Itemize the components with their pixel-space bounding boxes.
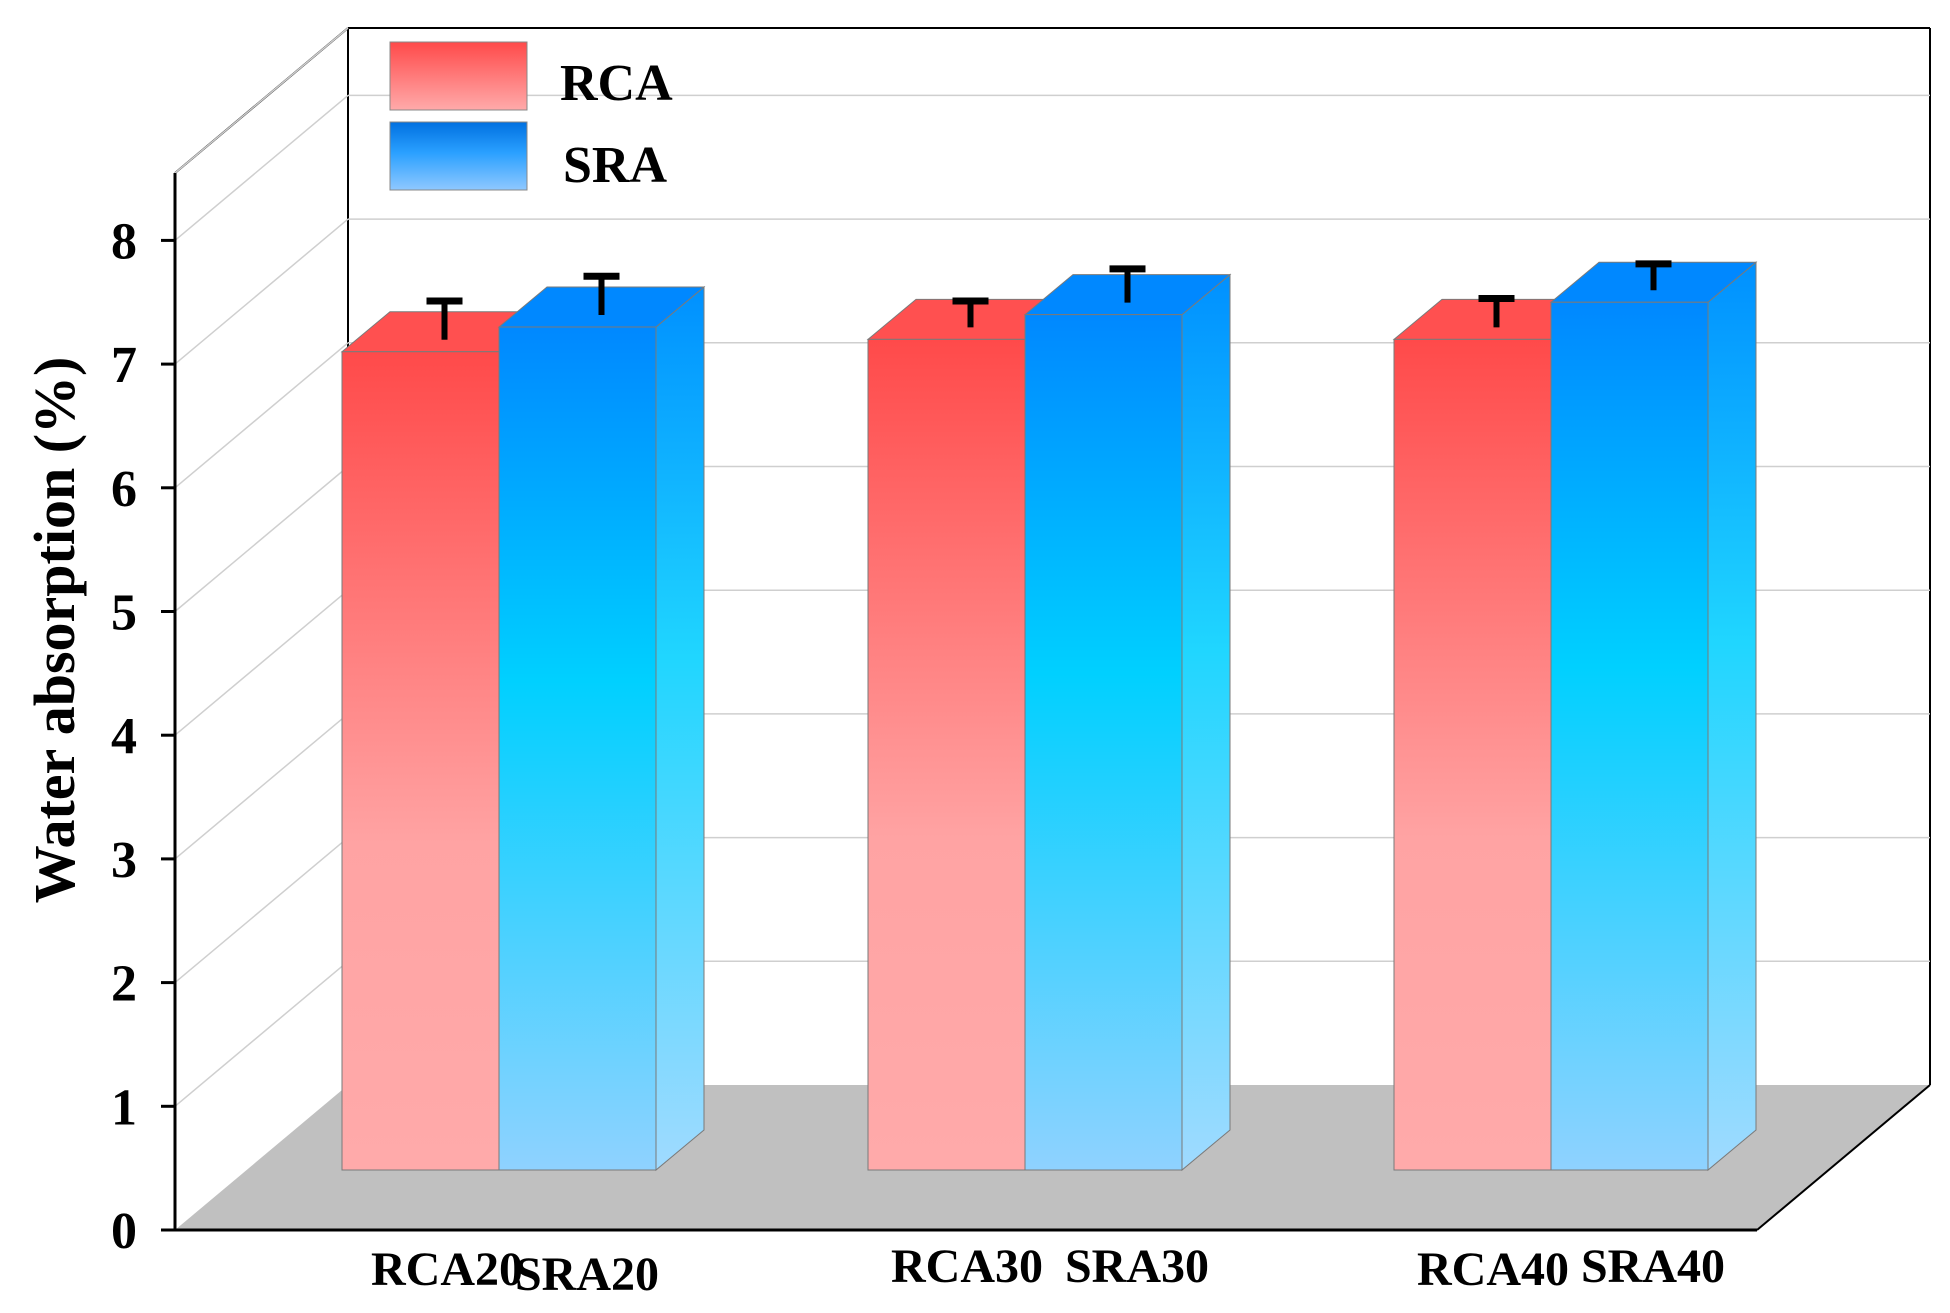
- floor-right-edge: [1756, 1084, 1931, 1231]
- x-label-sra30: SRA30: [1065, 1240, 1209, 1293]
- bar-side-sra20: [655, 285, 705, 1172]
- y-tick-label: 4: [111, 708, 137, 765]
- bar-side-sra30: [1181, 273, 1231, 1172]
- legend-label-rca: RCA: [560, 55, 673, 112]
- grid-line-side: [174, 589, 349, 736]
- bar-sra40: [1550, 301, 1709, 1171]
- bars: [340, 260, 1758, 1172]
- y-tick-label: 3: [111, 832, 137, 889]
- y-tick-label: 5: [111, 585, 137, 642]
- grid-line-side: [174, 218, 349, 365]
- bar-rca40: [1393, 338, 1552, 1171]
- y-tick-label: 7: [111, 337, 137, 394]
- legend-swatch-sra: [389, 121, 528, 191]
- x-label-rca40: RCA40: [1417, 1243, 1569, 1296]
- y-tick-label: 2: [111, 956, 137, 1013]
- y-tick-label: 1: [111, 1079, 137, 1136]
- bar-rca30: [867, 338, 1026, 1171]
- y-tick-label: 6: [111, 461, 137, 518]
- grid-line-side: [174, 465, 349, 613]
- bar-rca20: [341, 351, 500, 1171]
- bar-side-sra40: [1707, 261, 1757, 1172]
- legend-swatch-rca: [389, 41, 528, 111]
- bar-sra20: [498, 326, 657, 1171]
- x-label-sra40: SRA40: [1581, 1240, 1725, 1293]
- y-tick-label: 0: [111, 1203, 137, 1260]
- legend-label-sra: SRA: [563, 137, 667, 194]
- grid-line-side: [174, 713, 349, 860]
- grid-line-side: [174, 837, 349, 984]
- bar-sra30: [1024, 314, 1183, 1171]
- x-label-rca20: RCA20: [371, 1243, 523, 1296]
- y-axis-title: Water absorption (%): [22, 357, 87, 904]
- grid-line-side: [174, 342, 349, 489]
- legend: RCA SRA: [389, 41, 673, 194]
- x-label-rca30: RCA30: [891, 1240, 1043, 1293]
- grid-line-side: [174, 94, 349, 241]
- x-label-sra20: SRA20: [515, 1248, 659, 1301]
- y-tick-label: 8: [111, 213, 137, 270]
- grid-line-side: [174, 960, 349, 1107]
- grid-line-side: [174, 27, 349, 174]
